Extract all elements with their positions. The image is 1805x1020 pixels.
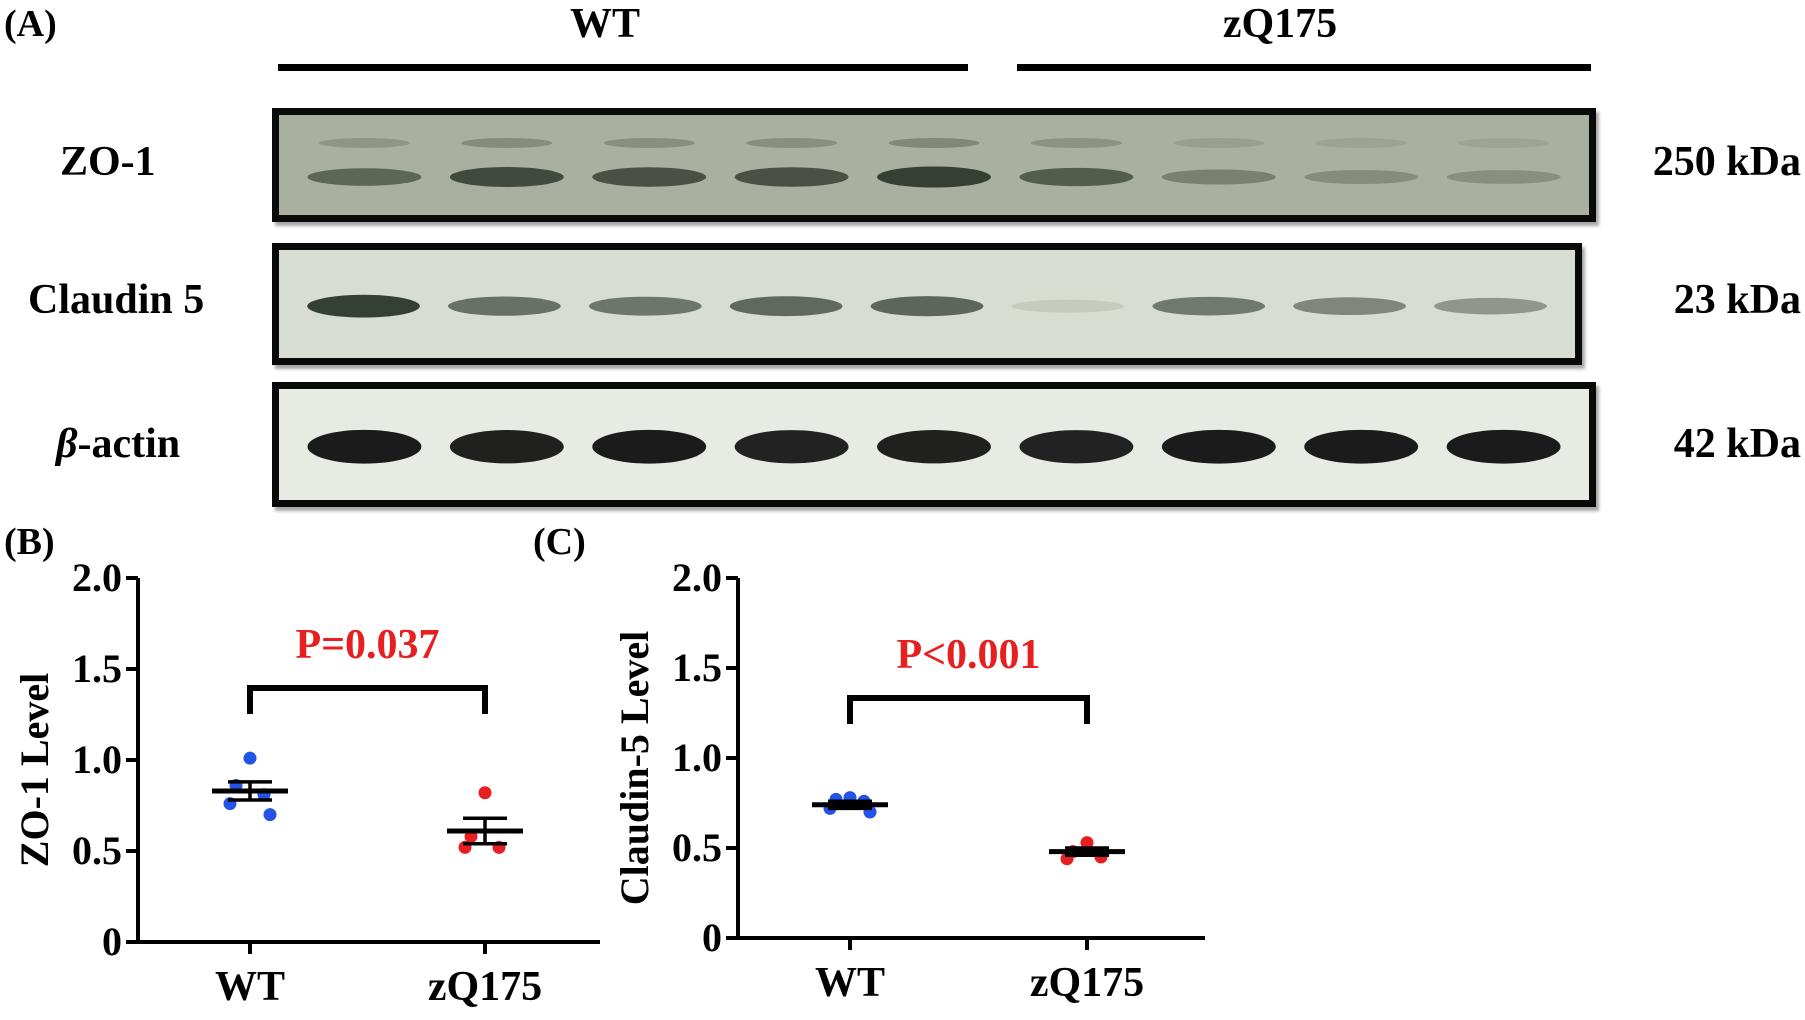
blot-band-upper — [888, 138, 980, 148]
y-tick-label: 1.0 — [672, 735, 722, 780]
blot-band — [448, 296, 561, 316]
blot-band — [1293, 297, 1406, 316]
blot-band — [307, 429, 422, 464]
blot-band — [307, 294, 420, 318]
blot-band-upper — [1030, 138, 1122, 148]
y-tick-label: 0 — [702, 915, 722, 960]
blot-group-zq175-bar — [1017, 64, 1591, 71]
blot-band — [870, 296, 984, 317]
data-point — [263, 808, 277, 822]
blot-row-label-zo1-text: ZO-1 — [60, 139, 156, 185]
blot-row-label-claudin5-text: Claudin 5 — [28, 277, 205, 323]
blot-band — [449, 430, 564, 464]
y-tick-label: 2.0 — [672, 555, 722, 600]
p-value-annotation: P=0.037 — [295, 622, 439, 668]
blot-band — [307, 168, 422, 186]
blot-group-wt-bar — [278, 64, 968, 71]
blot-band-upper — [461, 138, 553, 148]
blot-row-label-claudin5: Claudin 5 — [28, 276, 204, 324]
blot-band-upper — [1458, 138, 1550, 148]
blot-band-upper — [1173, 138, 1265, 148]
y-tick-label: 1.0 — [72, 737, 122, 782]
blot-band — [1434, 297, 1547, 315]
blot-band — [1019, 167, 1134, 187]
blot-band — [1161, 169, 1276, 185]
blot-row-label-actin-italic: β — [56, 421, 78, 467]
significance-bracket — [847, 695, 1090, 724]
y-tick-label: 2.0 — [72, 555, 122, 600]
panel-a-label: (A) — [4, 3, 57, 45]
data-point — [478, 786, 492, 800]
blot-band-upper — [746, 138, 838, 148]
blot-image-claudin5 — [272, 243, 1582, 365]
blot-band — [734, 167, 849, 187]
blot-background — [279, 115, 1589, 215]
blot-band — [592, 429, 707, 464]
blot-image-zo1 — [272, 108, 1596, 222]
chart-claudin5-level: 0 0.5 1.0 1.5 2.0 Claudin-5 Level WT zQ175 P<0.0… — [612, 555, 1205, 1006]
blot-band-upper — [318, 138, 410, 148]
blot-image-actin — [272, 382, 1596, 507]
blot-row-label-zo1: ZO-1 — [60, 138, 156, 186]
blot-band — [1019, 430, 1134, 464]
blot-band-upper — [1315, 138, 1407, 148]
blot-band — [877, 430, 991, 464]
y-axis-title: ZO-1 Level — [12, 673, 57, 867]
p-value-annotation: P<0.001 — [896, 632, 1040, 678]
blot-kda-zo1: 250 kDa — [1652, 139, 1801, 185]
blot-kda-actin: 42 kDa — [1673, 421, 1801, 467]
x-tick-label: WT — [815, 960, 885, 1006]
blot-band — [1161, 429, 1276, 464]
chart-zo1-level: 0 0.5 1.0 1.5 2.0 ZO-1 Level WT zQ175 P=0.037 — [12, 555, 600, 1010]
blot-row-label-actin: β-actin — [56, 420, 180, 468]
blot-band — [1446, 170, 1561, 184]
y-tick-label: 1.5 — [672, 645, 722, 690]
blot-band — [1446, 429, 1561, 464]
blot-band — [1304, 429, 1419, 464]
blot-band — [729, 296, 843, 317]
blot-band — [592, 167, 707, 187]
blot-band — [1152, 296, 1266, 316]
blot-band — [1011, 299, 1125, 313]
x-tick-label: WT — [215, 964, 285, 1010]
x-tick-label: zQ175 — [428, 964, 542, 1010]
x-tick-label: zQ175 — [1030, 960, 1144, 1006]
blot-band — [588, 296, 702, 316]
blot-group-zq175-label: zQ175 — [1222, 1, 1338, 47]
significance-bracket — [247, 685, 488, 714]
y-tick-label: 0.5 — [672, 825, 722, 870]
y-tick-label: 0 — [102, 919, 122, 964]
data-point — [243, 751, 257, 765]
panel-b-label: (B) — [4, 521, 55, 563]
data-point — [1080, 836, 1094, 850]
blot-kda-claudin5: 23 kDa — [1673, 277, 1801, 323]
y-tick-label: 1.5 — [72, 646, 122, 691]
blot-band — [877, 166, 991, 188]
y-axis-title: Claudin-5 Level — [612, 631, 657, 905]
blot-band — [734, 430, 849, 464]
blot-band — [1304, 169, 1419, 185]
blot-group-wt-label: WT — [569, 1, 640, 47]
blot-row-label-actin-text: -actin — [77, 421, 181, 467]
panel-c-label: (C) — [533, 521, 586, 563]
y-tick-label: 0.5 — [72, 828, 122, 873]
blot-band — [449, 167, 564, 187]
blot-band-upper — [603, 138, 695, 148]
